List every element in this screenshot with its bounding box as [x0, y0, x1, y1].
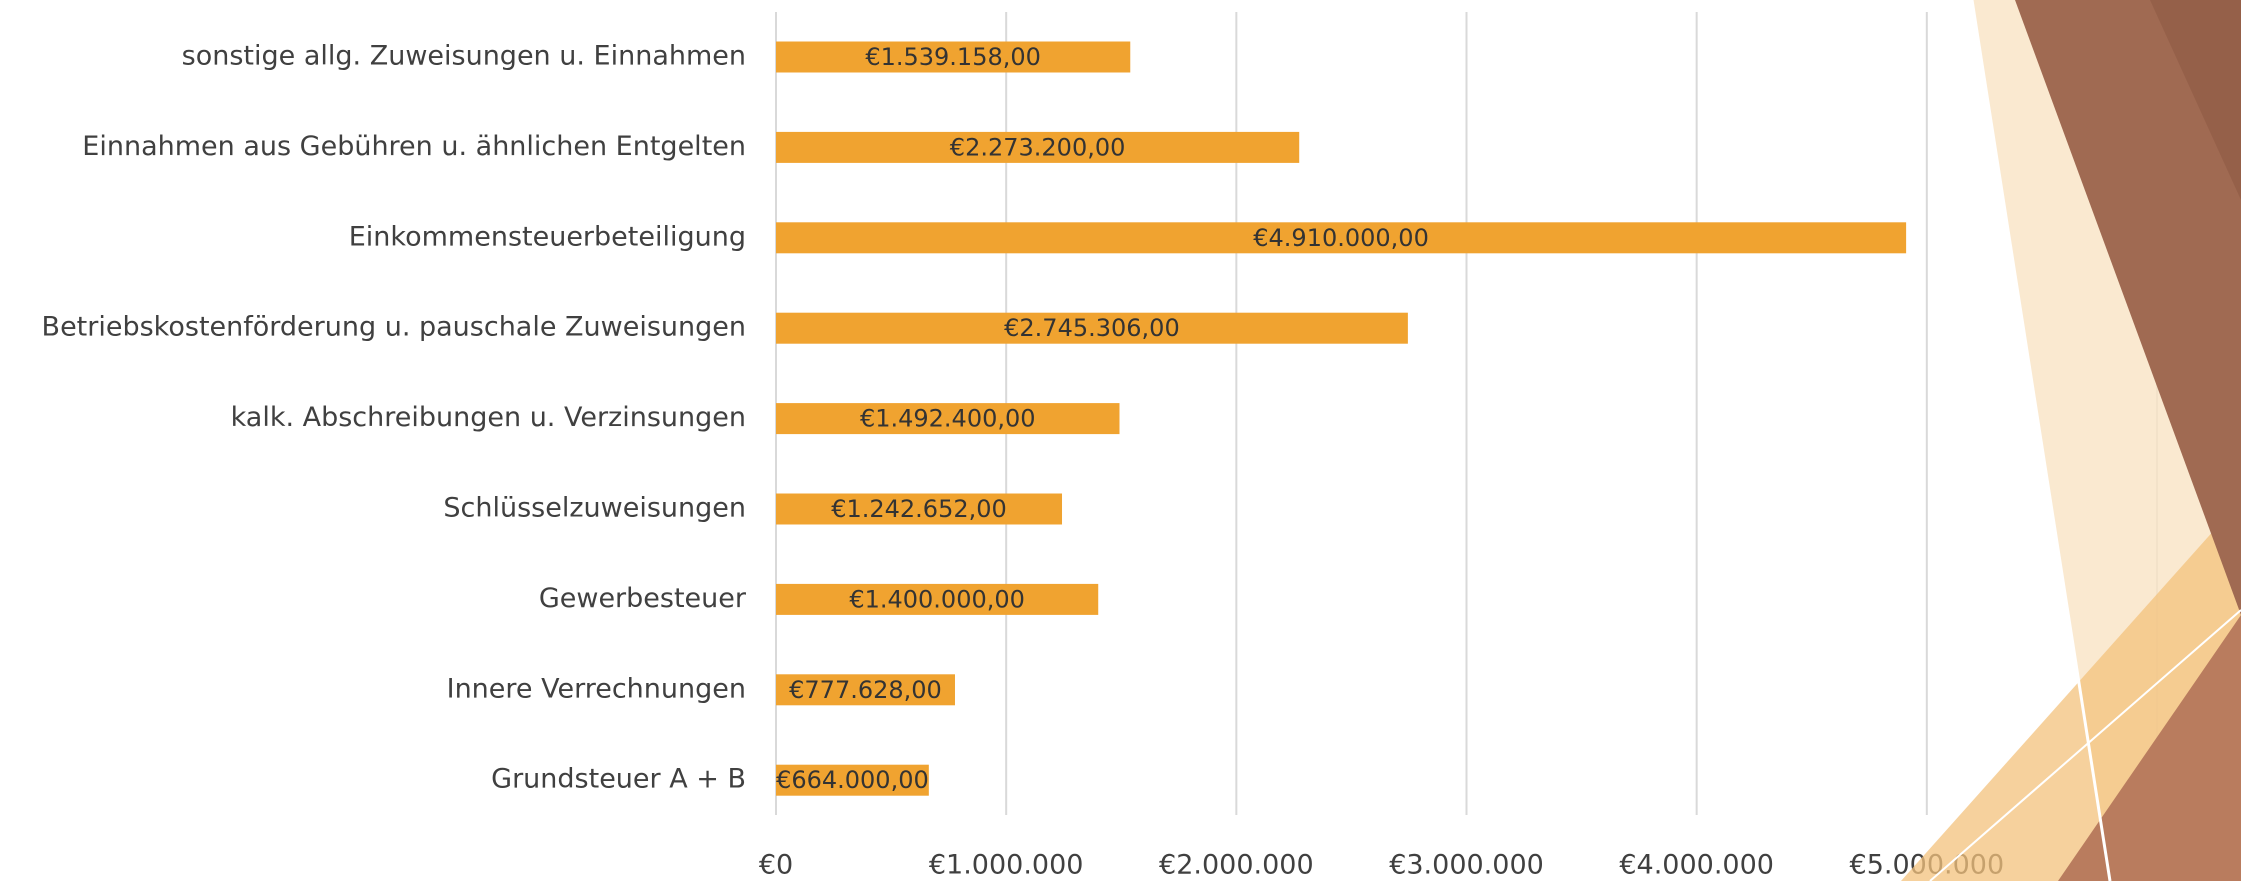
value-label: €2.745.306,00 [1004, 314, 1180, 342]
value-label: €1.242.652,00 [831, 495, 1007, 523]
category-label: Betriebskostenförderung u. pauschale Zuw… [42, 312, 746, 343]
x-tick-label: €1.000.000 [929, 850, 1084, 881]
category-label: Gewerbesteuer [539, 583, 747, 614]
value-label: €664.000,00 [776, 766, 929, 794]
value-label: €1.492.400,00 [860, 405, 1036, 433]
value-label: €777.628,00 [789, 676, 942, 704]
decoration [1901, 0, 2241, 881]
value-label: €1.400.000,00 [849, 585, 1025, 613]
value-label: €1.539.158,00 [865, 43, 1041, 71]
value-label: €4.910.000,00 [1253, 224, 1429, 252]
category-label: Innere Verrechnungen [447, 673, 746, 704]
category-label: Einkommensteuerbeteiligung [349, 221, 746, 252]
x-tick-label: €3.000.000 [1389, 850, 1544, 881]
category-label: Einnahmen aus Gebühren u. ähnlichen Entg… [82, 131, 746, 162]
page: {"chart_data": {"type": "bar", "orientat… [0, 0, 2241, 881]
value-label: €2.273.200,00 [950, 133, 1126, 161]
x-tick-label: €2.000.000 [1159, 850, 1314, 881]
chart: €0 €1.000.000 €2.000.000 €3.000.000 €4.000.0… [0, 0, 2241, 881]
category-label: Grundsteuer A + B [491, 764, 746, 795]
category-label: sonstige allg. Zuweisungen u. Einnahmen [182, 41, 746, 72]
x-tick-label: €4.000.000 [1619, 850, 1774, 881]
plot: sonstige allg. Zuweisungen u. Einnahmen €… [42, 41, 1907, 796]
x-tick-label: €0 [759, 850, 793, 881]
category-label: kalk. Abschreibungen u. Verzinsungen [231, 402, 746, 433]
category-label: Schlüsselzuweisungen [443, 493, 746, 524]
